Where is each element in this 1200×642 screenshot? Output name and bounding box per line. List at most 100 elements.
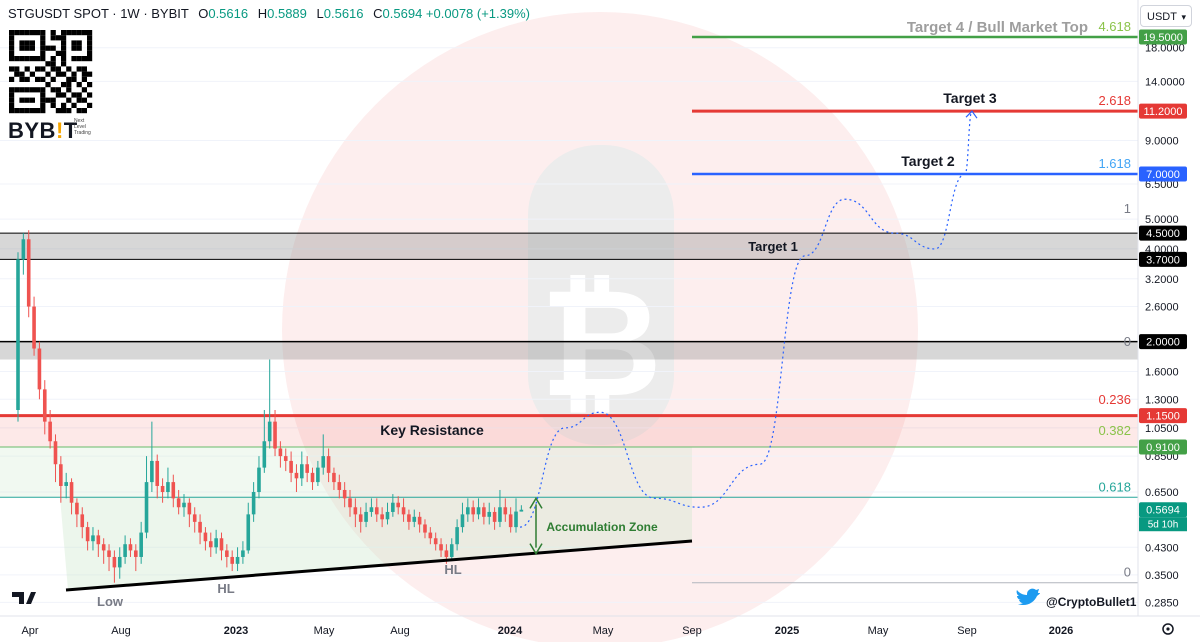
candle-body[interactable]: [64, 482, 68, 486]
candle-body[interactable]: [91, 535, 95, 542]
candle-body[interactable]: [134, 550, 138, 557]
gear-icon[interactable]: [1162, 623, 1174, 635]
candle-body[interactable]: [449, 544, 454, 557]
candle-body[interactable]: [80, 514, 85, 528]
candle-body[interactable]: [187, 502, 192, 515]
candle-body[interactable]: [112, 556, 117, 568]
candle-body[interactable]: [214, 538, 218, 548]
candle-body[interactable]: [385, 511, 390, 520]
candle-body[interactable]: [519, 509, 524, 512]
candle-body[interactable]: [514, 511, 518, 528]
candle-body[interactable]: [150, 460, 154, 483]
candle-body[interactable]: [144, 482, 149, 533]
candle-body[interactable]: [69, 482, 74, 503]
candle-body[interactable]: [123, 544, 127, 557]
candle-body[interactable]: [342, 489, 347, 499]
candle-body[interactable]: [289, 460, 293, 473]
candle-body[interactable]: [428, 532, 433, 539]
candle-body[interactable]: [332, 472, 336, 483]
candle-body[interactable]: [283, 456, 288, 461]
candle-body[interactable]: [53, 441, 58, 465]
candle-body[interactable]: [16, 259, 20, 410]
candle-body[interactable]: [139, 532, 143, 557]
candle-body[interactable]: [75, 502, 79, 515]
symbol-title[interactable]: STGUSDT SPOT · 1W · BYBIT: [8, 6, 189, 21]
candle-body[interactable]: [208, 541, 213, 548]
candle-body[interactable]: [460, 514, 465, 528]
candle-body[interactable]: [374, 507, 379, 515]
candle-body[interactable]: [257, 467, 261, 493]
candle-body[interactable]: [337, 482, 342, 490]
candle-body[interactable]: [262, 441, 267, 468]
candle-body[interactable]: [487, 511, 492, 517]
candle-body[interactable]: [503, 507, 508, 515]
candle-body[interactable]: [48, 421, 52, 442]
candle-body[interactable]: [96, 535, 101, 545]
candle-body[interactable]: [230, 556, 234, 564]
candle-body[interactable]: [219, 538, 224, 551]
candle-body[interactable]: [21, 239, 26, 260]
candle-body[interactable]: [482, 507, 486, 517]
candle-body[interactable]: [278, 448, 283, 457]
candle-body[interactable]: [321, 456, 326, 468]
candle-body[interactable]: [107, 550, 111, 557]
candle-body[interactable]: [380, 514, 384, 520]
candle-body[interactable]: [182, 502, 186, 508]
candle-body[interactable]: [364, 511, 368, 522]
candle-body[interactable]: [391, 502, 395, 512]
candle-body[interactable]: [348, 498, 352, 508]
candle-body[interactable]: [203, 532, 208, 542]
candle-body[interactable]: [251, 492, 256, 515]
candle-body[interactable]: [412, 516, 417, 522]
candle-body[interactable]: [508, 514, 513, 528]
candle-body[interactable]: [326, 456, 331, 473]
candle-body[interactable]: [407, 514, 411, 522]
candle-body[interactable]: [198, 521, 202, 533]
candle-body[interactable]: [32, 306, 36, 349]
candle-body[interactable]: [423, 524, 427, 533]
candle-body[interactable]: [439, 544, 443, 551]
candle-body[interactable]: [160, 485, 165, 493]
candle-body[interactable]: [444, 550, 449, 557]
candle-body[interactable]: [128, 544, 133, 551]
candle-body[interactable]: [246, 514, 251, 551]
twitter-handle[interactable]: @CryptoBullet1: [1046, 595, 1137, 609]
candle-body[interactable]: [353, 507, 358, 515]
candle-body[interactable]: [59, 464, 63, 486]
candle-body[interactable]: [498, 507, 502, 522]
twitter-icon[interactable]: [1016, 588, 1040, 606]
candle-body[interactable]: [369, 507, 374, 512]
candle-body[interactable]: [192, 514, 197, 522]
candle-body[interactable]: [455, 527, 459, 545]
candle-body[interactable]: [396, 502, 401, 508]
candle-body[interactable]: [310, 472, 315, 483]
candle-body[interactable]: [225, 550, 229, 557]
candle-body[interactable]: [101, 544, 106, 551]
candle-body[interactable]: [117, 556, 122, 568]
candle-body[interactable]: [471, 507, 475, 515]
candle-body[interactable]: [241, 550, 245, 557]
candle-body[interactable]: [358, 514, 363, 522]
candle-body[interactable]: [300, 464, 304, 479]
candle-body[interactable]: [37, 348, 42, 390]
candle-body[interactable]: [273, 421, 277, 449]
candle-body[interactable]: [417, 516, 422, 525]
candle-body[interactable]: [433, 538, 438, 545]
candle-body[interactable]: [155, 460, 160, 486]
candle-body[interactable]: [476, 507, 481, 515]
candle-body[interactable]: [305, 464, 309, 473]
candle-body[interactable]: [294, 472, 299, 479]
candle-body[interactable]: [42, 389, 47, 422]
candle-body[interactable]: [466, 507, 470, 515]
candle-body[interactable]: [235, 556, 240, 564]
candle-body[interactable]: [26, 239, 31, 307]
currency-select[interactable]: USDT ▾: [1140, 5, 1192, 27]
candle-body[interactable]: [85, 527, 90, 542]
candle-body[interactable]: [166, 482, 170, 493]
candle-body[interactable]: [492, 511, 497, 522]
candle-body[interactable]: [401, 507, 406, 515]
candle-body[interactable]: [171, 482, 176, 499]
candle-body[interactable]: [267, 421, 272, 442]
candle-body[interactable]: [176, 498, 181, 508]
